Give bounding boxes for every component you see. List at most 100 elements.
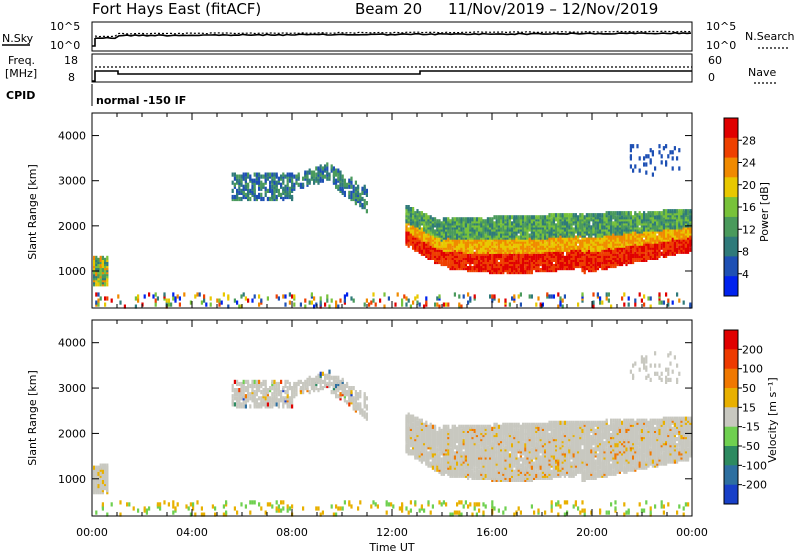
heatmap-cell	[341, 377, 344, 382]
colorbar-segment	[724, 177, 738, 198]
heatmap-cell	[504, 233, 507, 238]
heatmap-cell	[491, 294, 494, 299]
heatmap-cell	[665, 209, 668, 214]
heatmap-cell	[416, 245, 419, 250]
heatmap-cell	[495, 215, 498, 220]
heatmap-cell	[651, 211, 654, 216]
heatmap-cell	[638, 219, 641, 224]
heatmap-cell	[440, 461, 443, 466]
heatmap-cell	[282, 402, 285, 407]
heatmap-cell	[291, 294, 294, 299]
heatmap-cell	[99, 463, 102, 468]
heatmap-cell	[528, 294, 531, 299]
heatmap-cell	[97, 292, 100, 297]
heatmap-cell	[434, 251, 437, 256]
heatmap-cell	[447, 237, 450, 242]
heatmap-cell	[231, 394, 234, 399]
heatmap-cell	[669, 150, 672, 155]
heatmap-cell	[599, 213, 602, 218]
heatmap-cell	[581, 233, 584, 238]
heatmap-cell	[623, 211, 626, 216]
heatmap-cell	[172, 292, 175, 297]
heatmap-cell	[489, 259, 492, 265]
heatmap-cell	[222, 512, 225, 517]
heatmap-cell	[104, 257, 107, 262]
heatmap-cell	[447, 451, 450, 456]
heatmap-cell	[266, 188, 269, 193]
heatmap-cell	[471, 266, 474, 271]
heatmap-cell	[467, 266, 470, 271]
heatmap-cell	[431, 235, 434, 240]
heatmap-cell	[354, 390, 357, 395]
heatmap-cell	[255, 180, 258, 185]
heatmap-cell	[106, 255, 109, 260]
heatmap-cell	[264, 172, 267, 177]
heatmap-cell	[654, 225, 657, 230]
heatmap-cell	[621, 253, 624, 258]
heatmap-cell	[528, 215, 531, 220]
heatmap-cell	[302, 388, 305, 393]
beam-label: Beam 20	[355, 0, 422, 18]
heatmap-cell	[627, 245, 630, 250]
heatmap-cell	[599, 233, 602, 238]
heatmap-cell	[416, 416, 419, 421]
heatmap-cell	[288, 194, 291, 200]
colorbar-segment	[724, 118, 738, 139]
heatmap-cell	[676, 225, 679, 230]
heatmap-cell	[409, 414, 412, 419]
heatmap-cell	[453, 263, 456, 269]
heatmap-cell	[350, 296, 353, 301]
date-range: 11/Nov/2019 – 12/Nov/2019	[448, 0, 658, 18]
heatmap-cell	[647, 251, 650, 256]
heatmap-cell	[236, 300, 239, 305]
heatmap-cell	[363, 414, 366, 419]
heatmap-cell	[616, 211, 619, 216]
heatmap-cell	[277, 398, 280, 403]
heatmap-cell	[634, 298, 637, 303]
heatmap-cell	[651, 225, 654, 230]
heatmap-cell	[101, 484, 104, 489]
heatmap-cell	[286, 178, 289, 183]
heatmap-cell	[649, 296, 652, 301]
heatmap-cell	[676, 156, 679, 161]
heatmap-cell	[343, 383, 346, 389]
heatmap-cell	[343, 298, 346, 303]
heatmap-cell	[299, 302, 302, 307]
heatmap-cell	[634, 211, 637, 216]
heatmap-cell	[563, 241, 566, 246]
heatmap-cell	[414, 233, 417, 238]
heatmap-cell	[599, 296, 602, 301]
heatmap-cell	[420, 504, 423, 509]
heatmap-cell	[533, 247, 536, 252]
heatmap-cell	[251, 190, 254, 195]
velocity-heatmap	[93, 351, 692, 517]
heatmap-cell	[671, 233, 674, 238]
freq-tick-top: 18	[64, 54, 78, 67]
heatmap-cell	[627, 296, 630, 301]
heatmap-cell	[649, 251, 652, 256]
heatmap-cell	[493, 233, 496, 238]
heatmap-cell	[269, 196, 272, 202]
heatmap-cell	[387, 296, 390, 301]
heatmap-cell	[539, 268, 542, 273]
heatmap-cell	[482, 233, 485, 238]
heatmap-cell	[266, 176, 269, 181]
heatmap-cell	[429, 215, 432, 220]
heatmap-cell	[555, 233, 558, 238]
heatmap-cell	[324, 379, 327, 384]
heatmap-cell	[233, 176, 236, 181]
heatmap-cell	[304, 304, 307, 309]
heatmap-cell	[95, 255, 98, 260]
heatmap-cell	[346, 182, 349, 187]
heatmap-cell	[460, 428, 463, 433]
heatmap-cell	[610, 241, 613, 246]
heatmap-cell	[200, 512, 203, 517]
heatmap-cell	[515, 215, 518, 220]
heatmap-cell	[495, 219, 498, 224]
heatmap-cell	[429, 245, 432, 250]
heatmap-cell	[403, 294, 406, 299]
heatmap-cell	[99, 490, 102, 495]
heatmap-cell	[671, 231, 674, 236]
heatmap-cell	[326, 176, 329, 181]
heatmap-cell	[284, 390, 287, 395]
